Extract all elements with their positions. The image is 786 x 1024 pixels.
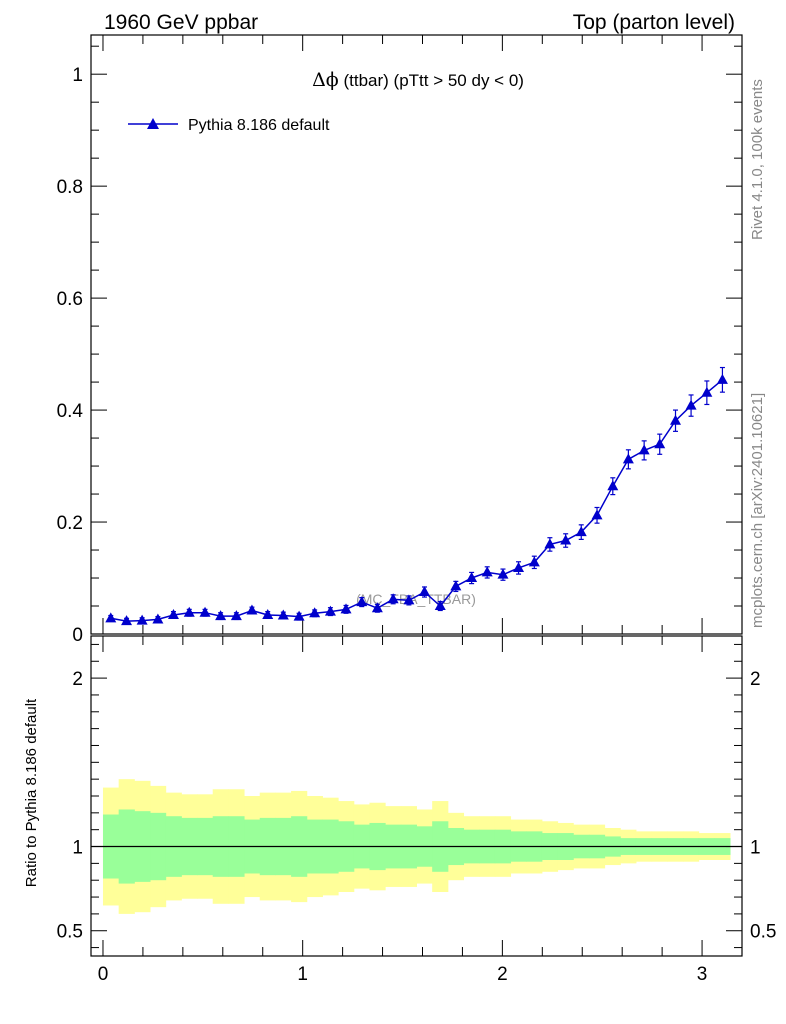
data-point-marker — [356, 596, 368, 607]
data-point-marker — [434, 600, 446, 611]
data-point-marker — [246, 604, 258, 615]
x-tick-label: 3 — [697, 964, 708, 985]
data-point-marker — [591, 509, 603, 520]
main-frame — [90, 34, 743, 635]
data-point-marker — [544, 538, 556, 549]
data-point-marker — [654, 438, 666, 449]
data-point-marker — [387, 593, 399, 604]
data-point-marker — [136, 614, 148, 625]
data-point-marker — [466, 572, 478, 583]
data-point-marker — [371, 602, 383, 613]
collision-energy-label: 1960 GeV ppbar — [104, 11, 258, 34]
ratio-plot-panel: 0.5 0.5 1 1 2 2 0 1 2 3 Ratio to Pythia 8.186 de… — [23, 635, 777, 985]
ratio-y-tick-label-right: 2 — [750, 669, 761, 690]
data-point-marker — [403, 594, 415, 605]
main-plot-panel: 0 0.2 0.4 0.6 0.8 1 Δϕ (ttbar) (pTtt > 50 dy … — [57, 34, 743, 646]
ratio-axis-ticks — [91, 636, 742, 956]
data-point-marker — [340, 603, 352, 614]
data-point-marker — [324, 605, 336, 616]
y-tick-label: 0.4 — [57, 401, 84, 422]
data-point-marker — [701, 386, 713, 397]
legend-label: Pythia 8.186 default — [188, 117, 330, 134]
data-point-marker — [121, 615, 133, 626]
data-point-marker — [230, 610, 242, 621]
data-point-marker — [418, 586, 430, 597]
plot-title-symbol: Δϕ — [312, 69, 339, 91]
data-point-marker — [450, 580, 462, 591]
y-tick-label: 0.8 — [57, 177, 83, 198]
ratio-frame — [90, 635, 743, 957]
data-point-marker — [105, 612, 117, 623]
ratio-y-tick-labels: 0.5 0.5 1 1 2 2 — [57, 669, 777, 943]
data-point-marker — [497, 568, 509, 579]
y-tick-label: 0.2 — [57, 513, 83, 534]
ratio-y-axis-label: Ratio to Pythia 8.186 default — [23, 698, 40, 887]
ratio-y-tick-label: 2 — [72, 669, 83, 690]
data-point-marker — [293, 610, 305, 621]
data-point-marker — [528, 556, 540, 567]
y-tick-label: 0.6 — [57, 289, 83, 310]
data-point-marker — [638, 444, 650, 455]
data-point-marker — [560, 534, 572, 545]
ratio-y-tick-label: 0.5 — [57, 922, 83, 943]
data-point-marker — [622, 453, 634, 464]
data-point-marker — [513, 561, 525, 572]
plot-title-text: (ttbar) (pTtt > 50 dy < 0) — [339, 71, 524, 90]
rivet-version-label: Rivet 4.1.0, 100k events — [749, 79, 766, 240]
data-point-marker — [152, 613, 164, 624]
main-y-tick-labels: 0 0.2 0.4 0.6 0.8 1 — [57, 65, 84, 646]
data-point-marker — [607, 480, 619, 491]
data-point-marker — [277, 609, 289, 620]
ratio-y-tick-label-right: 1 — [750, 838, 761, 859]
data-point-marker — [575, 526, 587, 537]
data-point-marker — [215, 610, 227, 621]
legend-triangle-marker — [147, 118, 159, 129]
data-point-marker — [199, 606, 211, 617]
analysis-watermark: (MC_FBA_TTBAR) — [356, 591, 476, 607]
data-point-marker — [716, 373, 728, 384]
ratio-y-tick-label-right: 0.5 — [750, 922, 776, 943]
data-point-marker — [183, 606, 195, 617]
data-point-marker — [670, 414, 682, 425]
data-point-marker — [685, 399, 697, 410]
x-tick-label: 1 — [297, 964, 308, 985]
process-label: Top (parton level) — [573, 11, 735, 34]
main-axis-ticks — [91, 35, 742, 635]
data-point-marker — [167, 608, 179, 619]
ratio-y-tick-label: 1 — [72, 838, 83, 859]
legend: Pythia 8.186 default — [128, 117, 330, 134]
data-point-marker — [309, 607, 321, 618]
plot-title: Δϕ (ttbar) (pTtt > 50 dy < 0) — [312, 69, 524, 91]
x-tick-label: 0 — [98, 964, 109, 985]
y-tick-label: 1 — [72, 65, 83, 86]
x-tick-label: 2 — [497, 964, 508, 985]
data-point-marker — [262, 608, 274, 619]
data-point-marker — [481, 566, 493, 577]
y-tick-label: 0 — [72, 625, 83, 646]
series-line — [110, 379, 723, 622]
mcplots-credit-label: mcplots.cern.ch [arXiv:2401.10621] — [749, 393, 766, 628]
series-pythia — [105, 366, 728, 626]
ratio-x-tick-labels: 0 1 2 3 — [98, 964, 708, 985]
